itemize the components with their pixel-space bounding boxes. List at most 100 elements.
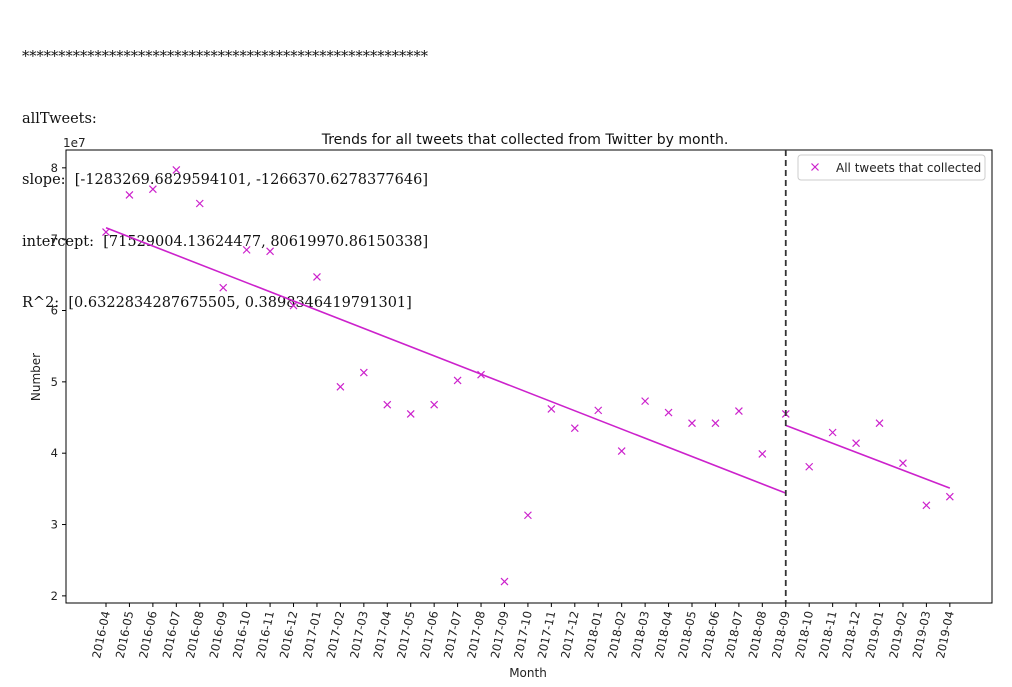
data-point-2017-11 [547, 405, 556, 413]
console-output: ****************************************… [22, 6, 428, 334]
y-axis-label: Number [29, 353, 43, 401]
x-tick-label-2016-09: 2016-09 [206, 610, 230, 660]
x-tick-label-2019-03: 2019-03 [910, 610, 934, 660]
x-tick-label-2016-07: 2016-07 [160, 610, 184, 660]
data-point-2017-03 [359, 368, 368, 377]
data-point-2016-06-stroke-b [148, 185, 157, 194]
x-tick-label-2018-01: 2018-01 [581, 610, 605, 660]
legend-marker-icon [811, 163, 819, 171]
data-point-2018-05 [688, 419, 696, 428]
data-point-2017-06 [430, 400, 439, 409]
x-tick-label-2018-05: 2018-05 [675, 610, 699, 660]
data-point-2018-11 [828, 428, 837, 437]
x-tick-label-2016-04: 2016-04 [89, 610, 113, 660]
x-tick-label-2017-07: 2017-07 [441, 610, 465, 660]
plot-area [65, 149, 993, 604]
x-tick-label-2018-06: 2018-06 [699, 610, 723, 660]
x-tick-label-2018-11: 2018-11 [816, 610, 840, 660]
data-point-2017-04 [383, 400, 392, 409]
y-tick-label-4: 4 [51, 446, 58, 460]
y-tick-label-3: 3 [51, 518, 58, 532]
x-tick-label-2017-11: 2017-11 [535, 610, 559, 660]
y-tick-label-2: 2 [51, 589, 58, 603]
data-point-2019-04 [945, 492, 954, 501]
legend: All tweets that collected [797, 154, 986, 181]
data-point-2017-12 [570, 424, 579, 433]
data-point-2018-12 [852, 439, 861, 448]
x-tick-label-2017-10: 2017-10 [511, 610, 535, 660]
x-tick-label-2018-12: 2018-12 [839, 610, 863, 660]
data-point-2016-06 [148, 185, 157, 194]
x-tick-label-2016-06: 2016-06 [136, 610, 160, 660]
data-point-2018-10 [805, 462, 814, 471]
legend-marker-x [811, 163, 819, 171]
data-point-2016-11-stroke-b [266, 247, 275, 256]
x-ticks: 2016-04 2016-05 2016-06 2016-07 2016-08 2016-… [89, 603, 957, 660]
data-point-2018-06-stroke-b [711, 419, 720, 428]
y-tick-label-5: 5 [51, 375, 58, 389]
data-point-2016-10-stroke-b [242, 245, 251, 254]
data-point-2017-04-stroke-b [383, 400, 392, 409]
data-point-2019-03 [922, 501, 931, 510]
data-points [102, 166, 954, 586]
data-point-2016-05-stroke-b [125, 191, 134, 199]
data-point-2017-02 [336, 382, 345, 391]
data-point-2016-08-stroke-b [195, 199, 204, 208]
x-tick-label-2019-02: 2019-02 [886, 610, 910, 660]
data-point-2017-08-stroke-b [477, 370, 485, 379]
data-point-2018-04 [664, 408, 673, 417]
data-point-2018-03-stroke-b [641, 397, 650, 406]
console-line-slope: slope: [-1283269.6829594101, -1266370.62… [22, 172, 428, 188]
data-point-2016-04-stroke-b [102, 228, 110, 236]
data-point-2017-07 [453, 376, 462, 385]
data-point-2018-11-stroke-b [828, 428, 837, 437]
x-tick-label-2019-04: 2019-04 [933, 610, 957, 660]
data-point-2018-05-stroke-b [688, 419, 696, 428]
data-point-2016-07-stroke-b [172, 166, 181, 174]
data-point-2018-06 [711, 419, 720, 428]
data-point-2018-02 [617, 447, 626, 455]
y-tick-label-7: 7 [51, 232, 58, 246]
data-point-2017-07-stroke-b [453, 376, 462, 385]
trend-line-2 [785, 424, 951, 489]
x-tick-label-2016-08: 2016-08 [183, 610, 207, 660]
data-point-2017-03-stroke-b [359, 368, 368, 377]
data-point-2017-05-stroke-b [406, 410, 415, 418]
x-tick-label-2018-07: 2018-07 [722, 610, 746, 660]
data-point-2018-04-stroke-b [664, 408, 673, 417]
x-tick-label-2018-10: 2018-10 [792, 610, 816, 660]
data-point-2018-08-stroke-b [758, 449, 767, 458]
data-point-2017-08 [477, 370, 485, 379]
console-line-intercept: intercept: [71529004.13624477, 80619970.… [22, 233, 429, 250]
x-tick-label-2017-04: 2017-04 [371, 610, 395, 660]
x-tick-label-2017-01: 2017-01 [300, 610, 324, 660]
console-line-name: allTweets: [22, 110, 97, 127]
data-point-2018-12-stroke-b [852, 439, 861, 448]
data-point-2017-10-stroke-b [523, 511, 532, 520]
x-tick-label-2018-08: 2018-08 [746, 610, 770, 660]
data-point-2017-11-stroke-b [547, 405, 556, 413]
y-tick-label-6: 6 [51, 304, 58, 318]
data-point-2018-01 [594, 406, 603, 415]
data-point-2017-05 [406, 410, 415, 418]
data-point-2019-02-stroke-b [899, 459, 907, 468]
data-point-2016-12 [289, 301, 298, 310]
data-point-2018-03 [641, 397, 650, 406]
data-point-2018-07-stroke-b [734, 407, 743, 416]
data-point-2018-10-stroke-b [805, 462, 814, 471]
y-offset-label: 1e7 [63, 136, 86, 150]
legend-box [797, 154, 986, 181]
x-tick-label-2017-05: 2017-05 [394, 610, 418, 660]
x-tick-label-2018-02: 2018-02 [605, 610, 629, 660]
data-point-2016-11 [266, 247, 275, 256]
data-point-2016-04 [102, 228, 110, 236]
data-point-2018-07 [734, 407, 743, 416]
legend-marker-x-stroke-b [811, 163, 819, 171]
data-point-2017-01 [313, 273, 321, 281]
data-point-2017-10 [523, 511, 532, 520]
data-point-2016-05 [125, 191, 134, 199]
x-tick-label-2017-12: 2017-12 [558, 610, 582, 660]
x-tick-label-2019-01: 2019-01 [863, 610, 887, 660]
x-tick-label-2016-12: 2016-12 [277, 610, 301, 660]
data-point-2018-02-stroke-b [617, 447, 626, 455]
